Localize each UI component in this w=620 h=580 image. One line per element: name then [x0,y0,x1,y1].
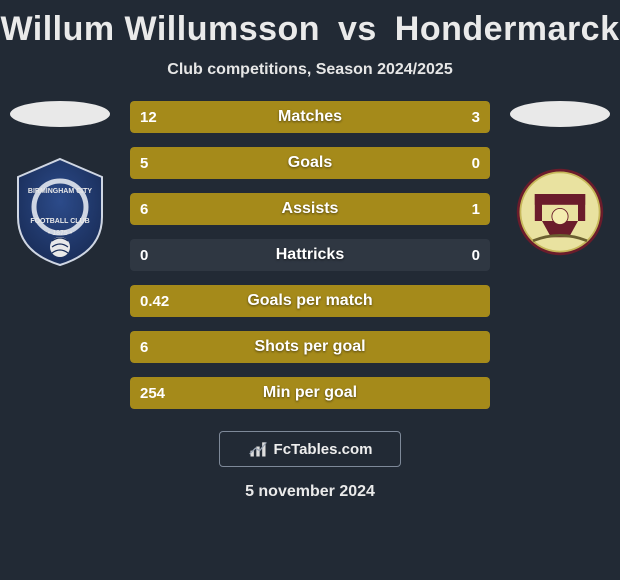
stat-label: Goals [130,147,490,179]
svg-text:BIRMINGHAM CITY: BIRMINGHAM CITY [28,188,92,195]
stat-label: Assists [130,193,490,225]
player-2-name: Hondermarck [395,10,620,48]
club-2-badge-icon [515,167,605,257]
club-2-badge [510,157,610,267]
date-label: 5 november 2024 [0,483,620,501]
club-1-badge-icon: BIRMINGHAM CITY FOOTBALL CLUB • 1875 • [10,157,110,267]
player-1-name: Willum Willumsson [0,10,320,48]
stat-label: Goals per match [130,285,490,317]
player-1-photo-placeholder [10,101,110,127]
subtitle: Club competitions, Season 2024/2025 [0,61,620,79]
stat-label: Matches [130,101,490,133]
stat-row: 6Shots per goal [130,331,490,363]
stat-rows: 123Matches 50Goals 61Assists 00Hattricks 0.4… [130,101,490,409]
left-column: BIRMINGHAM CITY FOOTBALL CLUB • 1875 • [0,101,120,267]
chart-icon [248,439,268,459]
page-title: Willum Willumsson vs Hondermarck [0,10,620,49]
logo-text: FcTables.com [274,441,373,458]
stat-row: 254Min per goal [130,377,490,409]
svg-text:• 1875 •: • 1875 • [48,230,73,237]
vs-label: vs [338,10,377,48]
stat-label: Min per goal [130,377,490,409]
stat-row: 50Goals [130,147,490,179]
stat-label: Shots per goal [130,331,490,363]
stat-row: 123Matches [130,101,490,133]
stat-row: 00Hattricks [130,239,490,271]
stat-label: Hattricks [130,239,490,271]
right-column [500,101,620,267]
player-2-photo-placeholder [510,101,610,127]
fctables-logo: FcTables.com [219,431,401,467]
svg-text:FOOTBALL CLUB: FOOTBALL CLUB [30,218,89,225]
stat-row: 61Assists [130,193,490,225]
comparison-content: BIRMINGHAM CITY FOOTBALL CLUB • 1875 • 1… [0,101,620,409]
stat-row: 0.42Goals per match [130,285,490,317]
club-1-badge: BIRMINGHAM CITY FOOTBALL CLUB • 1875 • [10,157,110,267]
